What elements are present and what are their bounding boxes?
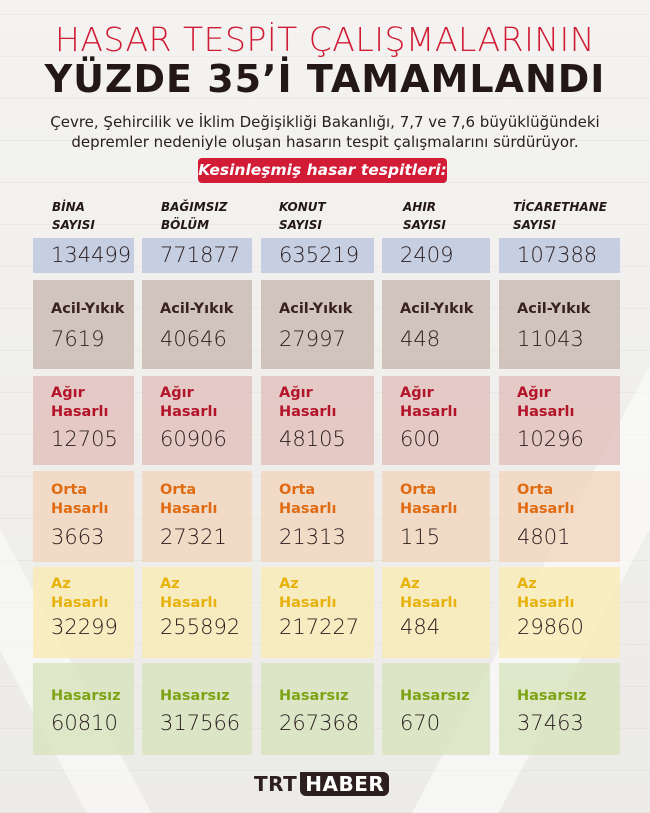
logo-haber-text: HABER xyxy=(300,772,390,796)
acil-cell-bagimsiz: Acil-Yıkık 40646 xyxy=(142,280,252,369)
acil-cell-ahir: Acil-Yıkık 448 xyxy=(382,280,490,369)
subtitle-line-2: depremler nedeniyle oluşan hasarın tespi… xyxy=(71,133,579,151)
agir-cell-ahir: Ağır Hasarlı 600 xyxy=(382,376,490,465)
column-header-bagimsiz: BAĞIMSIZ BÖLÜM xyxy=(161,200,228,232)
agir-cell-konut: Ağır Hasarlı 48105 xyxy=(261,376,374,465)
column-header-ticarethane: TİCARETHANE SAYISI xyxy=(513,200,607,232)
az-cell-bagimsiz: Az Hasarlı 255892 xyxy=(142,567,252,658)
hasarsiz-cell-ahir: Hasarsız 670 xyxy=(382,663,490,755)
orta-cell-konut: Orta Hasarlı 21313 xyxy=(261,471,374,562)
logo-trt-text: TRT xyxy=(254,772,298,796)
section-badge: Kesinleşmiş hasar tespitleri: xyxy=(198,158,447,183)
az-cell-ahir: Az Hasarlı 484 xyxy=(382,567,490,658)
agir-cell-bina: Ağır Hasarlı 12705 xyxy=(33,376,134,465)
orta-cell-bagimsiz: Orta Hasarlı 27321 xyxy=(142,471,252,562)
total-cell-ticarethane: 107388 xyxy=(499,238,620,273)
subtitle: Çevre, Şehircilik ve İklim Değişikliği B… xyxy=(20,112,630,152)
total-cell-ahir: 2409 xyxy=(382,238,490,273)
hasarsiz-cell-konut: Hasarsız 267368 xyxy=(261,663,374,755)
hasarsiz-cell-ticarethane: Hasarsız 37463 xyxy=(499,663,620,755)
acil-cell-ticarethane: Acil-Yıkık 11043 xyxy=(499,280,620,369)
subtitle-line-1: Çevre, Şehircilik ve İklim Değişikliği B… xyxy=(50,113,600,131)
column-header-bina: BİNA SAYISI xyxy=(52,200,95,232)
column-header-konut: KONUT SAYISI xyxy=(279,200,326,232)
acil-cell-bina: Acil-Yıkık 7619 xyxy=(33,280,134,369)
az-cell-ticarethane: Az Hasarlı 29860 xyxy=(499,567,620,658)
agir-cell-bagimsiz: Ağır Hasarlı 60906 xyxy=(142,376,252,465)
orta-cell-bina: Orta Hasarlı 3663 xyxy=(33,471,134,562)
orta-cell-ticarethane: Orta Hasarlı 4801 xyxy=(499,471,620,562)
hasarsiz-cell-bagimsiz: Hasarsız 317566 xyxy=(142,663,252,755)
headline-line-1: HASAR TESPİT ÇALIŞMALARININ xyxy=(55,20,595,59)
total-cell-konut: 635219 xyxy=(261,238,374,273)
hasarsiz-cell-bina: Hasarsız 60810 xyxy=(33,663,134,755)
agir-cell-ticarethane: Ağır Hasarlı 10296 xyxy=(499,376,620,465)
total-cell-bina: 134499 xyxy=(33,238,134,273)
trt-haber-logo: TRT HABER xyxy=(254,772,390,796)
az-cell-bina: Az Hasarlı 32299 xyxy=(33,567,134,658)
headline-line-2: YÜZDE 35’İ TAMAMLANDI xyxy=(44,57,606,101)
orta-cell-ahir: Orta Hasarlı 115 xyxy=(382,471,490,562)
column-header-ahir: AHIR SAYISI xyxy=(403,200,446,232)
total-cell-bagimsiz: 771877 xyxy=(142,238,252,273)
az-cell-konut: Az Hasarlı 217227 xyxy=(261,567,374,658)
acil-cell-konut: Acil-Yıkık 27997 xyxy=(261,280,374,369)
